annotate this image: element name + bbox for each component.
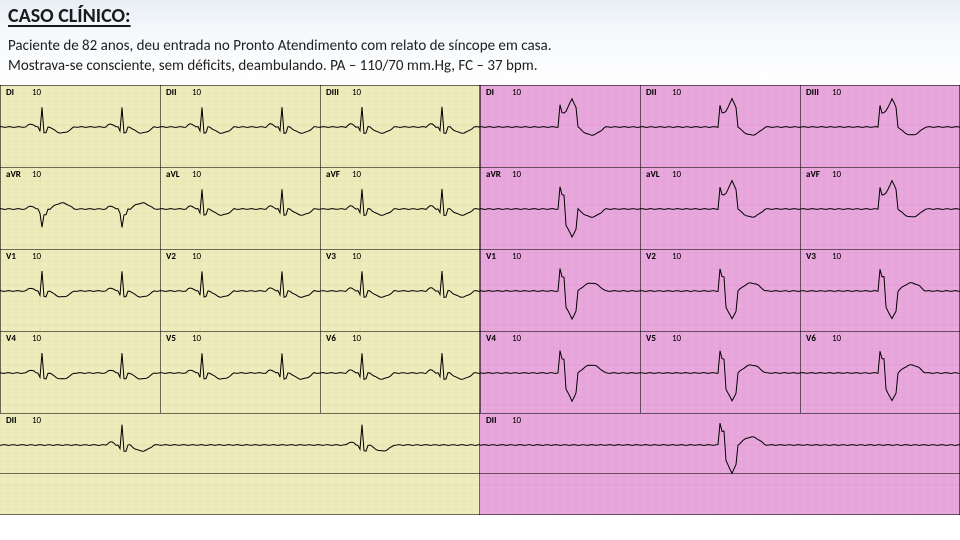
body-line-1: Paciente de 82 anos, deu entrada no Pron… (8, 36, 952, 56)
ecg-panel-left: DI10DII10DIII10aVR10aVL10aVF10V110V210V3… (0, 85, 480, 515)
clinical-text: Paciente de 82 anos, deu entrada no Pron… (0, 30, 960, 85)
body-line-2: Mostrava-se consciente, sem déficits, de… (8, 56, 952, 76)
ecg-trace (0, 85, 480, 515)
slide-title: CASO CLÍNICO: (8, 4, 952, 28)
ecg-trace (480, 85, 960, 515)
slide-header: CASO CLÍNICO: (0, 0, 960, 30)
ecg-panel-right: DI10DII10DIII10aVR10aVL10aVF10V110V210V3… (480, 85, 960, 515)
ecg-container: DI10DII10DIII10aVR10aVL10aVF10V110V210V3… (0, 85, 960, 515)
